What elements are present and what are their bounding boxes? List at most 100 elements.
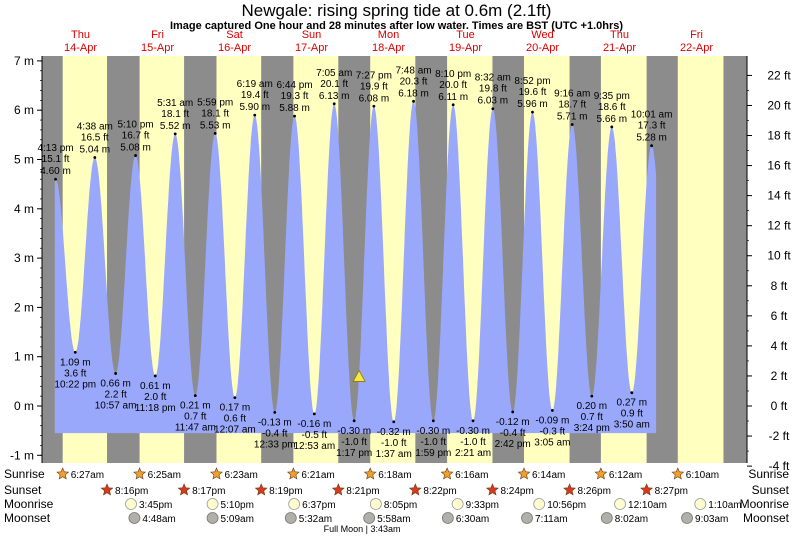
row-label-right-sunrise: Sunrise xyxy=(748,467,789,481)
right-tick-label: 14 ft xyxy=(767,189,791,203)
low-tide-point xyxy=(193,394,197,398)
high-tide-point xyxy=(173,132,177,136)
left-tick-label: 2 m xyxy=(14,300,34,314)
tide-water-area xyxy=(54,101,657,434)
moonset-time: 5:58am xyxy=(377,514,410,525)
low-tide-point xyxy=(550,409,554,412)
low-tide-point xyxy=(392,420,396,424)
high-tide-time: 5:31 am xyxy=(157,98,193,109)
low-tide-metres: -0.13 m xyxy=(258,417,292,428)
right-tick-label: 10 ft xyxy=(767,249,791,263)
low-tide-point xyxy=(352,419,356,423)
sunset-icon xyxy=(177,483,191,496)
row-label-left-moonset: Moonset xyxy=(4,511,51,525)
low-tide-point xyxy=(630,391,634,395)
chart-subtitle: Image captured One hour and 28 minutes a… xyxy=(169,20,624,32)
moonset-time: 7:11am xyxy=(535,514,568,525)
high-tide-metres: 6.13 m xyxy=(319,91,350,102)
low-tide-time: 11:18 pm xyxy=(135,403,176,414)
sunrise-time: 6:21am xyxy=(301,470,334,481)
low-tide-time: 2:42 pm xyxy=(495,439,531,450)
high-tide-point xyxy=(93,156,97,159)
high-tide-feet: 18.6 ft xyxy=(598,102,626,113)
day-name: Mon xyxy=(378,29,399,41)
high-tide-feet: 16.5 ft xyxy=(81,133,109,144)
sunset-icon xyxy=(485,483,499,496)
high-tide-feet: 18.7 ft xyxy=(558,99,586,110)
moonrise-icon xyxy=(369,498,382,510)
moonset-icon xyxy=(363,512,376,524)
low-tide-time: 1:17 pm xyxy=(336,448,372,459)
high-tide-point xyxy=(293,114,296,118)
moonset-icon xyxy=(681,512,693,524)
sunrise-time: 6:14am xyxy=(532,470,565,481)
sunrise-icon xyxy=(56,467,70,480)
sunset-icon xyxy=(100,483,114,496)
high-tide-feet: 20.1 ft xyxy=(320,79,348,90)
high-tide-point xyxy=(491,107,495,111)
high-tide-time: 4:13 pm xyxy=(37,143,73,154)
moonrise-icon xyxy=(288,498,301,510)
full-moon-label: Full Moon | 3:43am xyxy=(324,524,401,534)
low-tide-time: 3:24 pm xyxy=(574,423,610,434)
low-tide-feet: -1.0 ft xyxy=(341,437,367,448)
low-tide-metres: 0.66 m xyxy=(100,378,131,389)
day-date: 16-Apr xyxy=(218,42,251,54)
high-tide-metres: 6.18 m xyxy=(398,88,429,99)
low-tide-feet: -1.0 ft xyxy=(460,437,486,448)
moonrise-time: 12:10am xyxy=(628,500,667,511)
day-name: Thu xyxy=(71,29,90,41)
right-tick-label: 2 ft xyxy=(771,369,788,383)
right-tick-label: -2 ft xyxy=(769,429,790,443)
moonset-time: 8:02am xyxy=(615,514,648,525)
low-tide-feet: 2.0 ft xyxy=(144,392,166,403)
row-label-left-sunset: Sunset xyxy=(4,483,42,497)
high-tide-time: 10:01 am xyxy=(631,110,673,121)
sunset-time: 8:17pm xyxy=(192,486,225,497)
low-tide-metres: 0.21 m xyxy=(180,401,211,412)
high-tide-time: 7:05 am xyxy=(316,68,352,79)
low-tide-metres: 0.27 m xyxy=(617,398,648,409)
left-tick-label: 4 m xyxy=(14,202,34,216)
right-tick-label: 8 ft xyxy=(771,279,788,293)
high-tide-metres: 5.66 m xyxy=(597,114,628,125)
high-tide-feet: 19.9 ft xyxy=(360,81,388,92)
high-tide-time: 9:16 am xyxy=(554,88,590,99)
left-tick-label: 7 m xyxy=(14,54,34,68)
day-date: 21-Apr xyxy=(603,42,636,54)
high-tide-metres: 5.08 m xyxy=(120,143,151,154)
low-tide-feet: -0.3 ft xyxy=(540,426,566,437)
day-date: 17-Apr xyxy=(295,42,328,54)
high-tide-metres: 5.53 m xyxy=(200,120,231,131)
low-tide-time: 2:21 am xyxy=(455,448,491,459)
low-tide-feet: -0.4 ft xyxy=(500,428,526,439)
low-tide-time: 3:50 am xyxy=(614,420,650,431)
high-tide-feet: 19.3 ft xyxy=(281,91,309,102)
low-tide-feet: 0.7 ft xyxy=(581,412,603,423)
high-tide-point xyxy=(650,144,654,148)
low-tide-time: 10:57 am xyxy=(95,400,137,411)
high-tide-point xyxy=(372,104,376,108)
low-tide-time: 3:05 am xyxy=(534,437,570,448)
day-name: Tue xyxy=(456,29,475,41)
low-tide-feet: 3.6 ft xyxy=(64,368,86,379)
row-label-right-sunset: Sunset xyxy=(752,483,790,497)
left-tick-label: 3 m xyxy=(14,251,34,265)
high-tide-time: 5:10 pm xyxy=(117,120,153,131)
sunrise-icon xyxy=(210,467,223,480)
high-tide-time: 6:19 am xyxy=(237,79,273,90)
low-tide-time: 12:33 pm xyxy=(254,439,296,450)
low-tide-metres: 0.17 m xyxy=(220,403,251,414)
right-tick-label: 12 ft xyxy=(767,219,791,233)
moonrise-time: 1:10am xyxy=(708,500,741,511)
high-tide-point xyxy=(134,154,137,157)
moonrise-time: 5:10pm xyxy=(221,500,254,511)
left-tick-label: 5 m xyxy=(14,153,34,167)
moonset-time: 5:09am xyxy=(221,514,254,525)
sunset-time: 8:27pm xyxy=(655,486,688,497)
right-tick-label: 16 ft xyxy=(767,159,791,173)
high-tide-metres: 5.88 m xyxy=(279,103,310,114)
low-tide-point xyxy=(153,374,157,378)
low-tide-feet: 0.9 ft xyxy=(621,409,643,420)
